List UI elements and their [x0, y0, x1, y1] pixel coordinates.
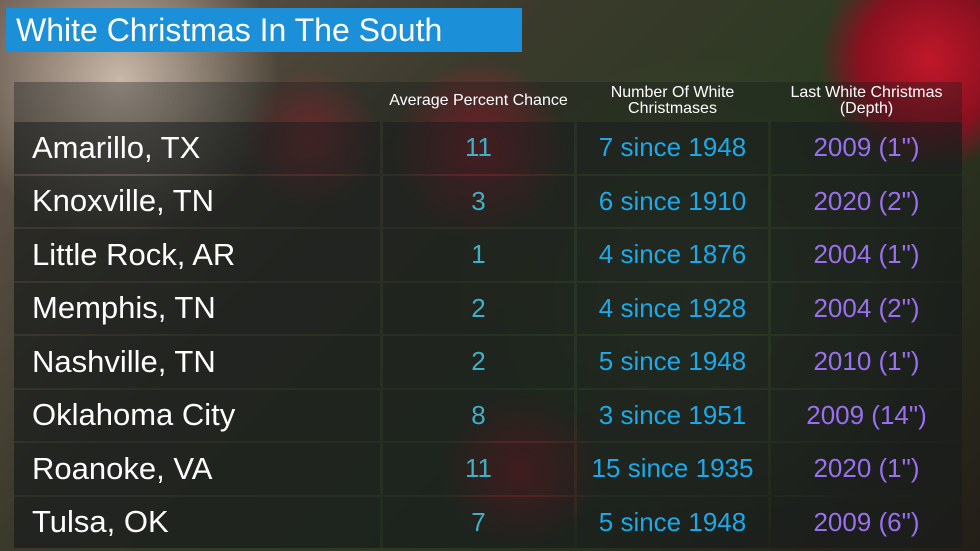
city-cell: Knoxville, TN [14, 175, 380, 227]
table-row: Memphis, TN 2 4 since 1928 2004 (2") [14, 282, 962, 334]
city-cell: Roanoke, VA [14, 443, 380, 495]
last-cell: 2009 (14") [771, 389, 962, 441]
white-christmas-table: Average Percent Chance Number Of White C… [14, 82, 962, 548]
header-count: Number Of White Christmases [610, 84, 735, 117]
percent-cell: 1 [383, 229, 574, 281]
table-row: Roanoke, VA 11 15 since 1935 2020 (1") [14, 443, 962, 495]
last-cell: 2010 (1") [771, 336, 962, 388]
count-cell: 6 since 1910 [577, 175, 768, 227]
percent-cell: 11 [383, 122, 574, 174]
table-header: Average Percent Chance Number Of White C… [14, 82, 962, 120]
table-row: Little Rock, AR 1 4 since 1876 2004 (1") [14, 229, 962, 281]
city-cell: Tulsa, OK [14, 496, 380, 548]
count-cell: 3 since 1951 [577, 389, 768, 441]
city-cell: Nashville, TN [14, 336, 380, 388]
percent-cell: 7 [383, 496, 574, 548]
count-cell: 4 since 1928 [577, 282, 768, 334]
city-cell: Little Rock, AR [14, 229, 380, 281]
table-row: Nashville, TN 2 5 since 1948 2010 (1") [14, 336, 962, 388]
table-row: Oklahoma City 8 3 since 1951 2009 (14") [14, 389, 962, 441]
last-cell: 2020 (2") [771, 175, 962, 227]
percent-cell: 2 [383, 336, 574, 388]
city-cell: Amarillo, TX [14, 122, 380, 174]
percent-cell: 3 [383, 175, 574, 227]
count-cell: 4 since 1876 [577, 229, 768, 281]
page-title: White Christmas In The South [6, 8, 522, 52]
header-percent: Average Percent Chance [389, 92, 568, 109]
header-last: Last White Christmas (Depth) [790, 84, 943, 117]
last-cell: 2004 (1") [771, 229, 962, 281]
count-cell: 15 since 1935 [577, 443, 768, 495]
table-row: Knoxville, TN 3 6 since 1910 2020 (2") [14, 175, 962, 227]
city-cell: Oklahoma City [14, 389, 380, 441]
count-cell: 5 since 1948 [577, 496, 768, 548]
last-cell: 2009 (1") [771, 122, 962, 174]
last-cell: 2004 (2") [771, 282, 962, 334]
count-cell: 5 since 1948 [577, 336, 768, 388]
percent-cell: 2 [383, 282, 574, 334]
last-cell: 2009 (6") [771, 496, 962, 548]
header-city [14, 82, 380, 120]
table-row: Tulsa, OK 7 5 since 1948 2009 (6") [14, 496, 962, 548]
city-cell: Memphis, TN [14, 282, 380, 334]
count-cell: 7 since 1948 [577, 122, 768, 174]
table-row: Amarillo, TX 11 7 since 1948 2009 (1") [14, 122, 962, 174]
percent-cell: 8 [383, 389, 574, 441]
last-cell: 2020 (1") [771, 443, 962, 495]
percent-cell: 11 [383, 443, 574, 495]
